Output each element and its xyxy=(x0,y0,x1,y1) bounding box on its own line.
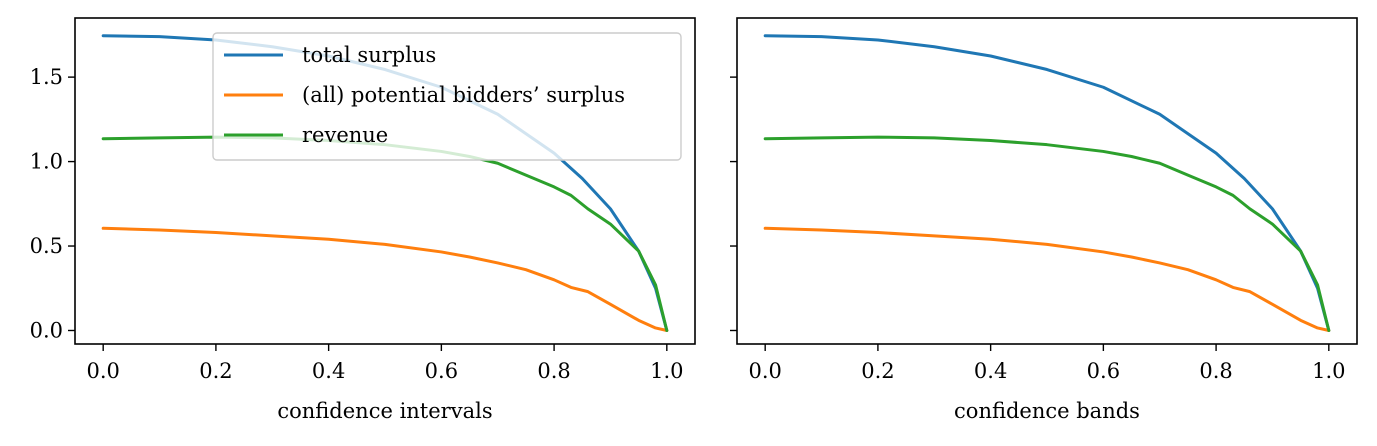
y-tick-label: 1.5 xyxy=(30,65,63,89)
x-tick-label: 0.8 xyxy=(1199,359,1232,383)
y-tick-label: 0.0 xyxy=(30,318,63,342)
legend-label: (all) potential bidders’ surplus xyxy=(302,83,625,107)
series-line-revenue xyxy=(101,135,669,332)
x-tick-label: 0.4 xyxy=(974,359,1007,383)
axes-frame xyxy=(74,17,696,345)
x-tick-label: 0.4 xyxy=(312,359,345,383)
legend: total surplus (all) potential bidders’ su… xyxy=(212,32,682,161)
series-line-all-potential-bidders-surplus xyxy=(763,226,1331,332)
x-tick-label: 0.2 xyxy=(199,359,232,383)
legend-label: total surplus xyxy=(302,43,436,67)
legend-label: revenue xyxy=(302,123,388,147)
x-tick-label: 0.8 xyxy=(537,359,570,383)
legend-box xyxy=(212,32,682,161)
series-line-total-surplus xyxy=(763,34,1331,332)
y-tick-label: 1.0 xyxy=(30,150,63,174)
x-tick-label: 0.6 xyxy=(1087,359,1120,383)
x-axis-label: confidence bands xyxy=(954,399,1140,423)
panel-1: 0.0 0.2 0.4 0.6 0.8 1.0 0.0 0.5 1.0 1.5 confidence… xyxy=(30,17,696,423)
x-tick-label: 0.0 xyxy=(748,359,781,383)
x-axis-label: confidence intervals xyxy=(277,399,492,423)
series-line-all-potential-bidders-surplus xyxy=(101,226,669,332)
series-line-revenue xyxy=(763,135,1331,332)
x-tick-label: 0.2 xyxy=(861,359,894,383)
y-tick-label: 0.5 xyxy=(30,234,63,258)
x-tick-label: 0.6 xyxy=(425,359,458,383)
x-tick-label: 0.0 xyxy=(86,359,119,383)
axes-frame xyxy=(736,17,1358,345)
x-tick-label: 1.0 xyxy=(1312,359,1345,383)
panel-2: 0.0 0.2 0.4 0.6 0.8 1.0 confidence bands xyxy=(730,17,1358,423)
series-group xyxy=(763,34,1331,332)
x-tick-label: 1.0 xyxy=(650,359,683,383)
